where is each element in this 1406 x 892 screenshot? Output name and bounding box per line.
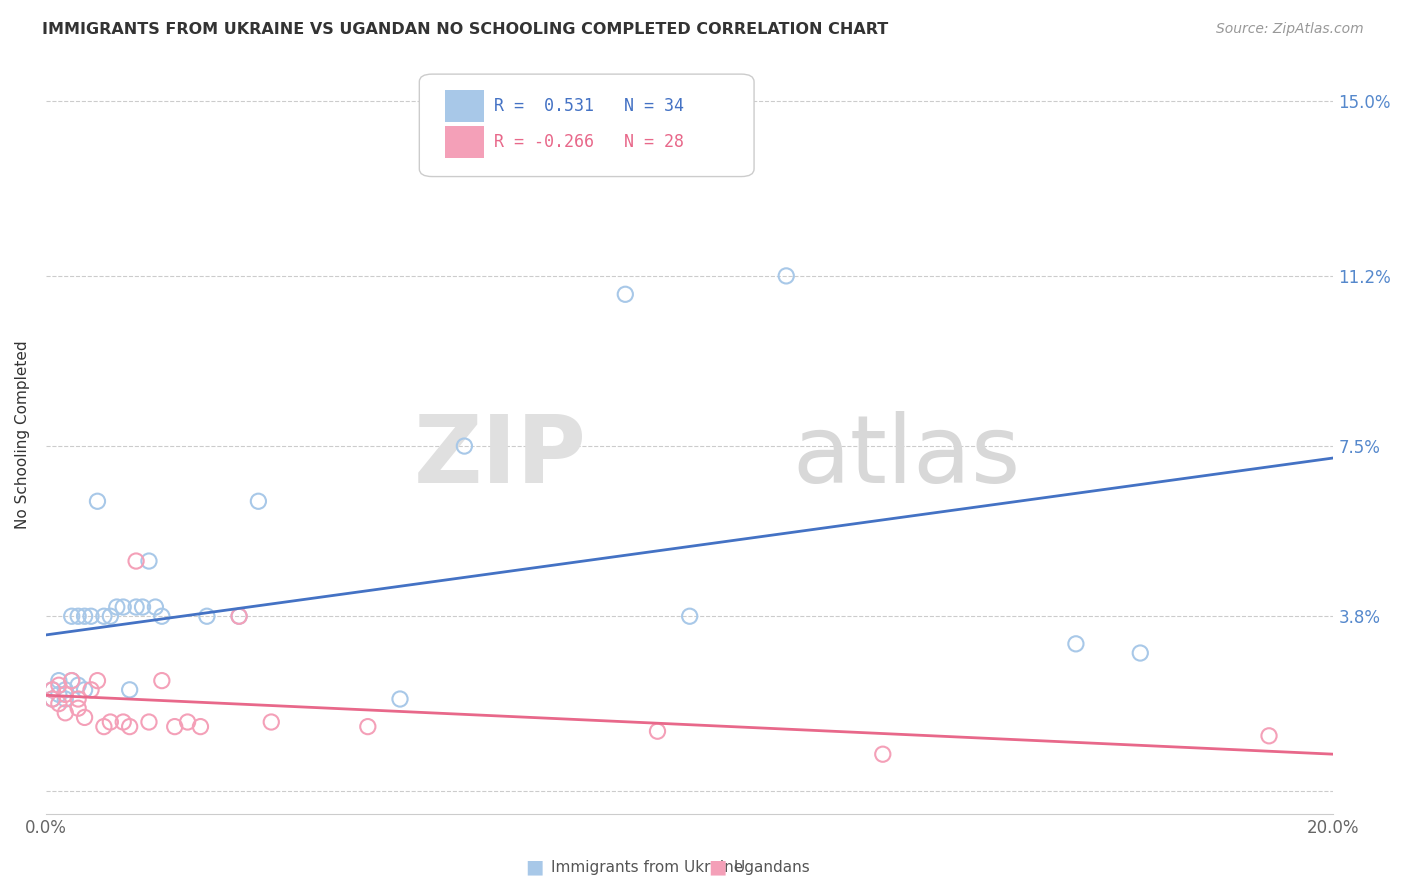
Point [41, 692, 63, 706]
Point [190, 720, 212, 734]
Point [145, 600, 167, 615]
Point [93, 609, 115, 624]
Point [93, 720, 115, 734]
Point [775, 268, 797, 283]
Point [1129, 646, 1152, 660]
Point [60, 673, 83, 688]
Text: IMMIGRANTS FROM UKRAINE VS UGANDAN NO SCHOOLING COMPLETED CORRELATION CHART: IMMIGRANTS FROM UKRAINE VS UGANDAN NO SC… [42, 22, 889, 37]
Point [80, 682, 103, 697]
Point [614, 287, 637, 301]
Point [41, 682, 63, 697]
Point [357, 720, 380, 734]
FancyBboxPatch shape [446, 90, 484, 122]
Point [112, 600, 135, 615]
Point [67, 701, 90, 715]
Point [125, 554, 148, 568]
Text: atlas: atlas [793, 411, 1021, 503]
Point [60, 673, 83, 688]
Point [67, 692, 90, 706]
Point [176, 714, 198, 729]
Point [53, 706, 76, 720]
Point [228, 609, 250, 624]
Point [150, 673, 173, 688]
Point [67, 609, 90, 624]
Point [48, 697, 70, 711]
FancyBboxPatch shape [419, 74, 754, 177]
Point [118, 682, 141, 697]
Point [98, 609, 121, 624]
Y-axis label: No Schooling Completed: No Schooling Completed [15, 340, 30, 529]
Point [118, 720, 141, 734]
Point [73, 682, 96, 697]
Text: ZIP: ZIP [413, 411, 586, 503]
Point [105, 600, 128, 615]
Point [872, 747, 894, 762]
Point [125, 600, 148, 615]
Point [48, 678, 70, 692]
Point [41, 692, 63, 706]
Text: ■: ■ [524, 857, 544, 877]
Point [48, 673, 70, 688]
Point [41, 682, 63, 697]
Point [1258, 729, 1281, 743]
Point [98, 714, 121, 729]
Point [73, 710, 96, 724]
Point [1064, 637, 1087, 651]
Point [647, 724, 669, 739]
Text: R =  0.531   N = 34: R = 0.531 N = 34 [494, 97, 683, 115]
Text: Immigrants from Ukraine: Immigrants from Ukraine [551, 860, 744, 874]
Text: Ugandans: Ugandans [734, 860, 811, 874]
Point [138, 554, 160, 568]
Point [86, 673, 108, 688]
Point [53, 692, 76, 706]
Point [53, 682, 76, 697]
Point [53, 687, 76, 701]
Point [131, 600, 153, 615]
Point [163, 720, 186, 734]
FancyBboxPatch shape [446, 127, 484, 159]
Point [138, 714, 160, 729]
Text: R = -0.266   N = 28: R = -0.266 N = 28 [494, 134, 683, 152]
Point [389, 692, 412, 706]
Point [60, 609, 83, 624]
Text: ■: ■ [707, 857, 727, 877]
Point [112, 714, 135, 729]
Point [195, 609, 218, 624]
Point [679, 609, 702, 624]
Point [150, 609, 173, 624]
Text: Source: ZipAtlas.com: Source: ZipAtlas.com [1216, 22, 1364, 37]
Point [86, 494, 108, 508]
Point [453, 439, 475, 453]
Point [247, 494, 270, 508]
Point [228, 609, 250, 624]
Point [80, 609, 103, 624]
Point [260, 714, 283, 729]
Point [67, 678, 90, 692]
Point [73, 609, 96, 624]
Point [48, 687, 70, 701]
